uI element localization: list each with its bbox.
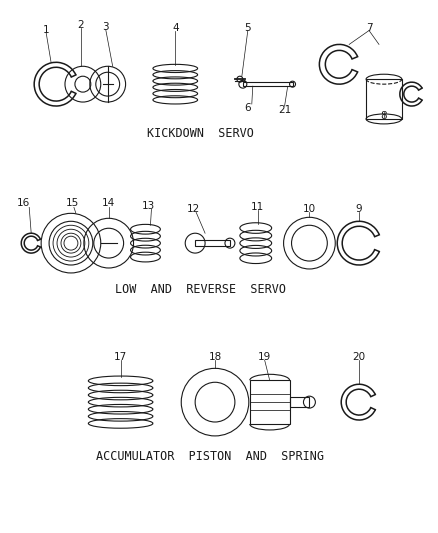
Text: 3: 3 [102,21,109,31]
Text: 6: 6 [244,103,251,113]
Text: 14: 14 [102,198,115,208]
Text: 4: 4 [172,22,179,33]
Text: 17: 17 [114,352,127,362]
Text: 8: 8 [381,111,387,121]
Text: 13: 13 [142,201,155,212]
Text: 5: 5 [244,22,251,33]
Text: 2: 2 [78,20,84,29]
Text: LOW  AND  REVERSE  SERVO: LOW AND REVERSE SERVO [115,284,286,296]
Bar [290,397,309,407]
Text: 7: 7 [366,22,372,33]
Text: 19: 19 [258,352,271,362]
Bar [250,380,290,424]
Text: 1: 1 [43,25,49,35]
Text: 12: 12 [187,204,200,214]
Text: 9: 9 [356,204,362,214]
Text: 20: 20 [353,352,366,362]
Text: 15: 15 [66,198,80,208]
Text: 10: 10 [303,204,316,214]
Text: 18: 18 [208,352,222,362]
Text: 21: 21 [278,105,291,115]
Text: 11: 11 [251,203,265,212]
Bar [243,82,293,86]
Bar [366,79,402,119]
Bar [195,240,230,246]
Text: KICKDOWN  SERVO: KICKDOWN SERVO [147,127,254,140]
Text: ACCUMULATOR  PISTON  AND  SPRING: ACCUMULATOR PISTON AND SPRING [96,450,324,463]
Text: 16: 16 [17,198,30,208]
